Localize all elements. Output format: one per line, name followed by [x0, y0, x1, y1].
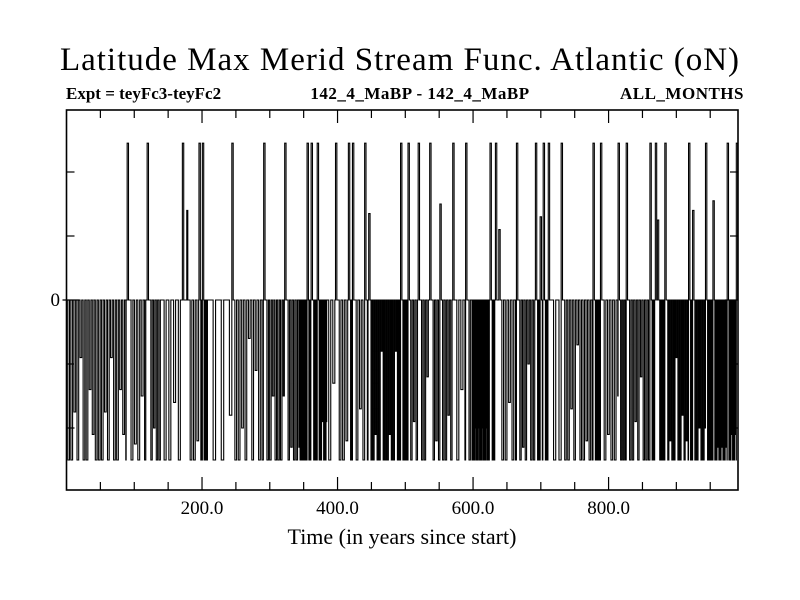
months-label: ALL_MONTHS [619, 84, 744, 103]
streamfunction-latitude-series [66, 142, 739, 461]
y-axis-zero-label: 0 [50, 290, 61, 311]
x-axis-tick-label: 800.0 [587, 498, 630, 519]
experiment-label: Expt = teyFc3-teyFc2 [66, 84, 222, 103]
x-axis-title: Time (in years since start) [287, 524, 517, 549]
subtitle-row: Expt = teyFc3-teyFc2 142_4_MaBP - 142_4_… [0, 84, 800, 104]
x-axis-tick-label: 600.0 [451, 498, 495, 519]
x-axis-tick-label: 400.0 [316, 498, 359, 519]
axis-ticks [62, 110, 738, 490]
x-axis-tick-label: 200.0 [180, 498, 224, 519]
chart-title: Latitude Max Merid Stream Func. Atlantic… [59, 42, 741, 78]
period-label: 142_4_MaBP - 142_4_MaBP [310, 84, 530, 103]
plot-frame [65, 109, 739, 491]
